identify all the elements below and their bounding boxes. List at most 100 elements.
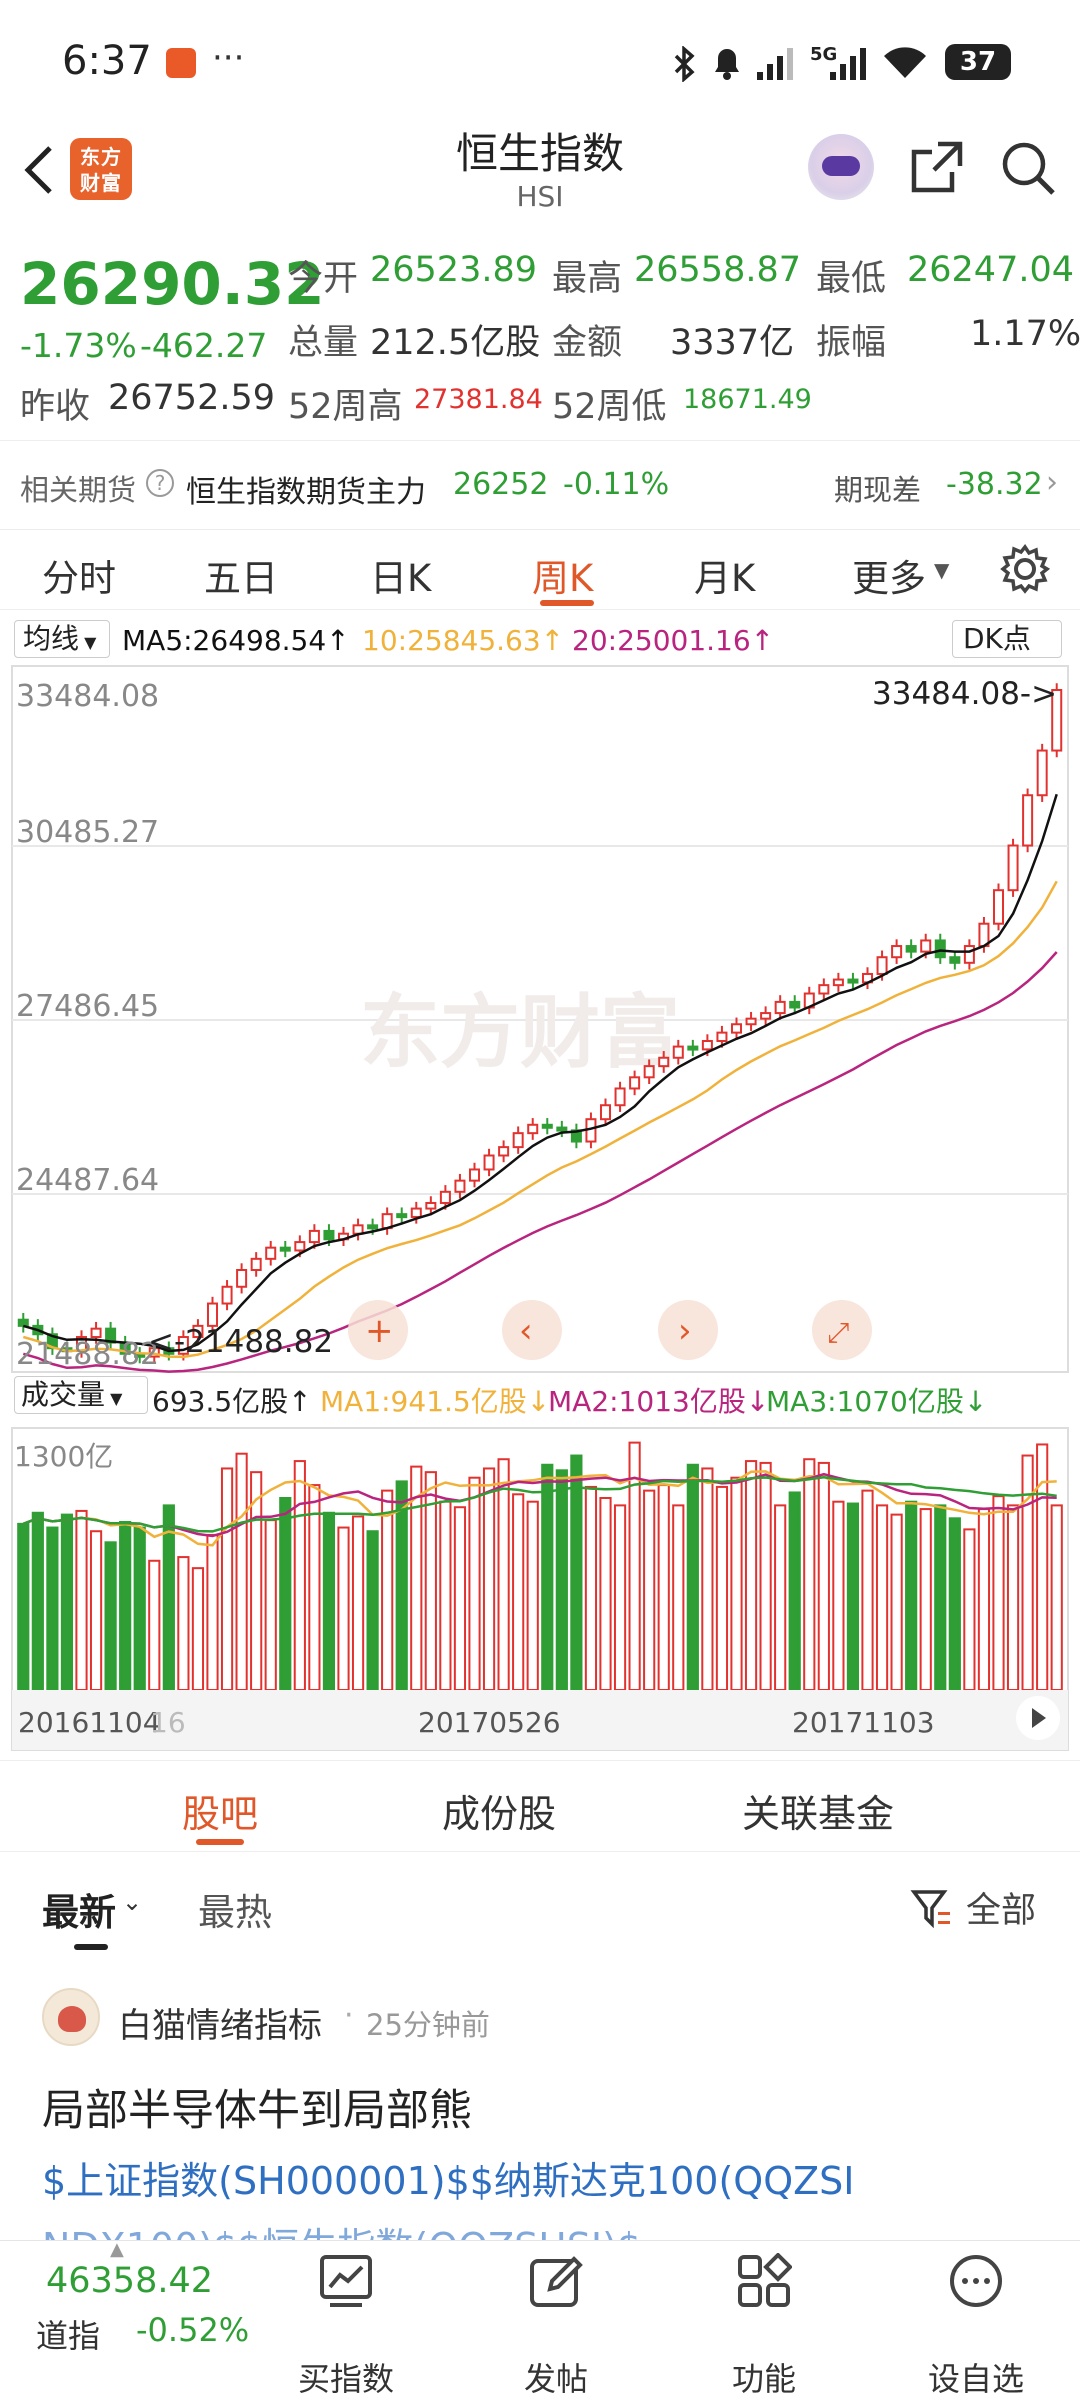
candle [265,1246,277,1260]
filter-label[interactable]: 全部 [966,1891,1037,1931]
ma-lines-group [22,793,1058,1373]
dow-value[interactable]: 46358.42 [46,2261,214,2301]
share-icon[interactable] [908,138,966,196]
volume-bar [643,1489,656,1691]
nav-buy-index[interactable]: 买指数 [297,2360,394,2398]
volume-bar [570,1454,583,1691]
volume-bar [555,1469,568,1691]
tab-monthly-k[interactable]: 月K [694,557,756,600]
volume-bar [599,1497,612,1691]
candle [934,939,946,959]
candle [512,1132,524,1149]
candle [658,1056,670,1068]
ma10-line [22,880,1058,1359]
tab-stock-bar[interactable]: 股吧 [182,1792,259,1836]
candle [396,1213,408,1219]
volume-bar [264,1519,277,1692]
post-item[interactable]: 白猫情绪指标 · 25分钟前 局部半导体牛到局部熊 $上证指数(SH000001… [0,1980,1080,2269]
candle [760,1012,772,1020]
battery-icon: 37 [945,44,1011,80]
dow-change[interactable]: -0.52% [136,2311,250,2349]
volume-bar [206,1533,219,1692]
filter-icon[interactable] [910,1888,952,1930]
volume-bar [381,1489,394,1691]
volume-bar [890,1513,903,1691]
candle [206,1302,219,1327]
related-futures-row[interactable]: 相关期货 ? 恒生指数期货主力 26252 -0.11% 期现差 -38.32 … [0,440,1080,530]
amount-label: 金额 [552,323,623,363]
author-name[interactable]: 白猫情绪指标 [118,2006,322,2046]
futures-label: 相关期货 [20,473,137,507]
search-icon[interactable] [998,138,1058,198]
volume-bar [133,1526,146,1691]
high-value: 26558.87 [634,250,802,290]
volume-bar [701,1467,714,1692]
buy-index-icon[interactable] [318,2253,374,2309]
candle [90,1327,102,1339]
low-value: 26247.04 [907,250,1075,290]
open-label: 今开 [288,259,359,299]
volume-selector-label: 成交量 [21,1378,106,1411]
volume-ma-line [22,1476,1057,1533]
volume-bar [1050,1504,1063,1692]
prev-button[interactable] [502,1300,562,1360]
settings-icon[interactable] [1000,544,1050,594]
help-icon[interactable]: ? [146,469,174,497]
next-button[interactable] [658,1300,718,1360]
dk-point-button[interactable]: DK点 [952,620,1062,658]
post-title[interactable]: 局部半导体牛到局部熊 [42,2086,472,2136]
tab-intraday[interactable]: 分时 [42,557,116,600]
chevron-down-icon: ⌄ [122,1888,143,1916]
volume-bar [977,1508,991,1691]
volume-bar [235,1452,248,1692]
function-icon[interactable] [736,2253,792,2309]
volume-bar [89,1530,103,1691]
dow-label[interactable]: 道指 [36,2317,101,2355]
volume-bar [861,1489,874,1691]
candle [643,1065,655,1079]
candle [687,1045,699,1051]
volume-bar [730,1476,743,1692]
volume-bar [526,1500,539,1692]
futures-name: 恒生指数期货主力 [186,475,426,510]
candle [1022,794,1034,847]
futures-change: -0.11% [563,467,670,502]
volume-value: 693.5亿股↑ [152,1385,312,1418]
bell-icon [715,49,739,80]
volume-bar [963,1528,976,1692]
assistant-avatar[interactable] [808,134,874,200]
candle [832,978,844,987]
volume-bar [351,1515,365,1692]
signal-icon [757,48,793,80]
tab-five-day[interactable]: 五日 [204,557,278,600]
candle [992,889,1005,925]
sort-latest[interactable]: 最新 [42,1891,116,1934]
fullscreen-button[interactable] [812,1300,872,1360]
author-avatar[interactable] [42,1988,100,2046]
ma-selector[interactable]: 均线 ▼ [14,620,110,658]
nav-post[interactable]: 发帖 [523,2360,588,2398]
post-icon[interactable] [528,2253,584,2309]
sort-hot[interactable]: 最热 [198,1891,272,1934]
tab-daily-k[interactable]: 日K [370,557,432,600]
add-watchlist-icon[interactable] [948,2253,1004,2309]
zoom-in-button[interactable] [348,1300,408,1360]
volume-bar [672,1504,685,1692]
tab-related-funds[interactable]: 关联基金 [742,1792,895,1836]
kline-chart[interactable]: 东方财富 33484.08 30485.27 27486.45 24487.64… [0,660,1080,1760]
nav-function[interactable]: 功能 [731,2360,796,2398]
candle [891,945,903,959]
tab-components[interactable]: 成份股 [442,1792,557,1836]
tab-weekly-k[interactable]: 周K [532,557,594,600]
nav-add-watchlist[interactable]: 设自选 [927,2360,1024,2398]
candle [1036,749,1048,797]
post-body-line1[interactable]: $上证指数(SH000001)$$纳斯达克100(QQZSI [42,2159,855,2203]
volume-bar [468,1476,481,1692]
tab-more[interactable]: 更多 [852,557,926,600]
prev-close-value: 26752.59 [108,378,276,418]
candle [876,956,888,975]
back-icon[interactable] [20,142,60,198]
bluetooth-icon [674,46,695,82]
volume-bar [31,1511,44,1691]
volume-selector[interactable]: 成交量 ▼ [14,1376,148,1414]
